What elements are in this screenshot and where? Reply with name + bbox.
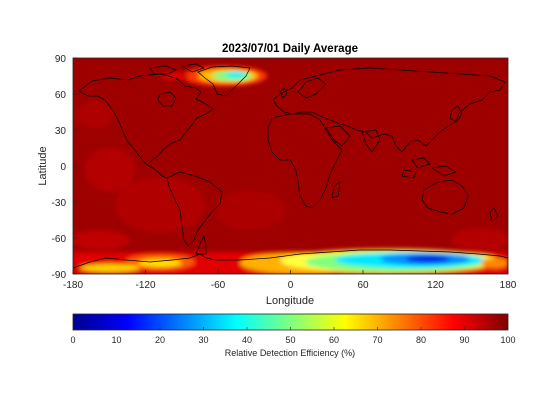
x-tick-label: -60 <box>211 280 226 291</box>
colorbar-tick-label: 100 <box>500 335 515 345</box>
colorbar-tick-label: 90 <box>459 335 469 345</box>
y-tick-label: 30 <box>55 126 67 137</box>
x-tick-label: 0 <box>288 280 294 291</box>
colorbar-tick-labels: 0 10 20 30 40 50 60 70 80 90 100 <box>70 335 515 345</box>
colorbar-tick-label: 20 <box>155 335 165 345</box>
y-axis-label: Latitude <box>37 146 49 185</box>
map-background <box>73 58 508 274</box>
x-axis: -180 -120 -60 0 60 120 180 <box>63 270 517 291</box>
colorbar-tick-label: 10 <box>111 335 121 345</box>
x-tick-label: -120 <box>135 280 155 291</box>
colorbar-tick-label: 0 <box>70 335 75 345</box>
y-tick-label: 0 <box>60 162 66 173</box>
colorbar-tick-label: 40 <box>242 335 252 345</box>
y-tick-label: -60 <box>52 234 67 245</box>
greenland-anomaly <box>161 66 267 86</box>
map-title: 2023/07/01 Daily Average <box>222 43 358 55</box>
x-axis-label: Longitude <box>266 295 314 307</box>
coastlines <box>73 63 508 274</box>
x-tick-label: 180 <box>500 280 517 291</box>
x-tick-label: 60 <box>357 280 369 291</box>
colorbar-tick-label: 50 <box>285 335 295 345</box>
colorbar-tick-label: 30 <box>198 335 208 345</box>
antarctic-anomaly <box>73 249 508 274</box>
y-tick-label: -30 <box>52 198 67 209</box>
colorbar-tick-label: 60 <box>329 335 339 345</box>
x-tick-label: -180 <box>63 280 83 291</box>
efficiency-map <box>73 58 508 274</box>
y-tick-label: -90 <box>52 270 67 281</box>
colorbar-tick-label: 80 <box>416 335 426 345</box>
x-tick-label: 120 <box>427 280 444 291</box>
colorbar-tick-label: 70 <box>372 335 382 345</box>
y-tick-label: 90 <box>55 54 67 65</box>
colorbar-ticks <box>116 327 465 330</box>
colorbar-label: Relative Detection Efficiency (%) <box>225 348 355 358</box>
y-axis: 90 60 30 0 -30 -60 -90 <box>52 54 77 281</box>
y-tick-label: 60 <box>55 90 67 101</box>
